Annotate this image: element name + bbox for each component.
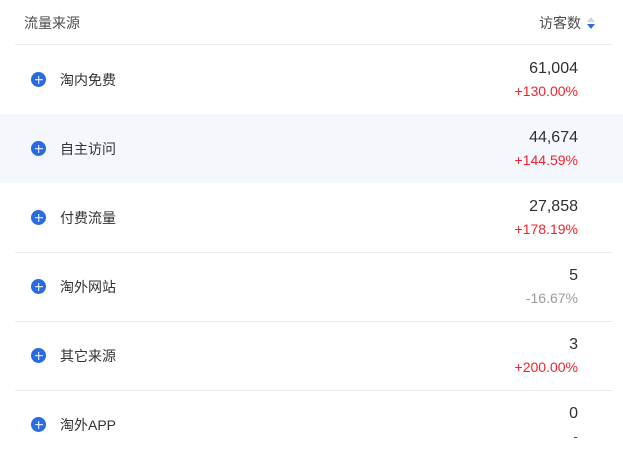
change-percent: +200.00% <box>514 359 578 375</box>
table-row[interactable]: 付费流量 27,858 +178.19% <box>0 183 623 252</box>
change-percent: +144.59% <box>514 152 578 168</box>
visitors-count: 27,858 <box>529 198 578 215</box>
source-label: 淘内免费 <box>60 71 116 88</box>
table-row[interactable]: 自主访问 44,674 +144.59% <box>0 114 623 183</box>
table-row[interactable]: 淘外网站 5 -16.67% <box>0 252 623 321</box>
expand-plus-icon[interactable] <box>31 417 46 432</box>
source-label: 淘外APP <box>60 416 117 433</box>
visitors-count: 5 <box>569 267 578 284</box>
table-row[interactable]: 淘内免费 61,004 +130.00% <box>0 45 623 114</box>
source-label: 自主访问 <box>60 140 116 157</box>
visitors-count: 3 <box>569 336 578 353</box>
sort-icon[interactable] <box>587 16 595 29</box>
column-header-source: 流量来源 <box>24 14 80 31</box>
visitors-count: 61,004 <box>529 60 578 77</box>
visitors-count: 44,674 <box>529 129 578 146</box>
change-percent: -16.67% <box>525 290 578 306</box>
expand-plus-icon[interactable] <box>31 348 46 363</box>
table-row[interactable]: 其它来源 3 +200.00% <box>0 321 623 390</box>
visitors-header-label: 访客数 <box>539 14 581 31</box>
expand-plus-icon[interactable] <box>31 279 46 294</box>
table-header: 流量来源 访客数 <box>0 0 623 45</box>
source-label: 其它来源 <box>60 347 116 364</box>
expand-plus-icon[interactable] <box>31 210 46 225</box>
expand-plus-icon[interactable] <box>31 72 46 87</box>
change-percent: +130.00% <box>514 83 578 99</box>
expand-plus-icon[interactable] <box>31 141 46 156</box>
table-row[interactable]: 淘外APP 0 - <box>0 390 623 459</box>
sort-asc-icon <box>587 16 595 22</box>
source-label: 淘外网站 <box>60 278 116 295</box>
change-percent: +178.19% <box>514 221 578 237</box>
visitors-count: 0 <box>569 405 578 422</box>
sort-desc-icon <box>587 23 595 29</box>
source-label: 付费流量 <box>60 209 116 226</box>
column-header-visitors[interactable]: 访客数 <box>539 13 595 33</box>
change-percent: - <box>573 428 578 444</box>
